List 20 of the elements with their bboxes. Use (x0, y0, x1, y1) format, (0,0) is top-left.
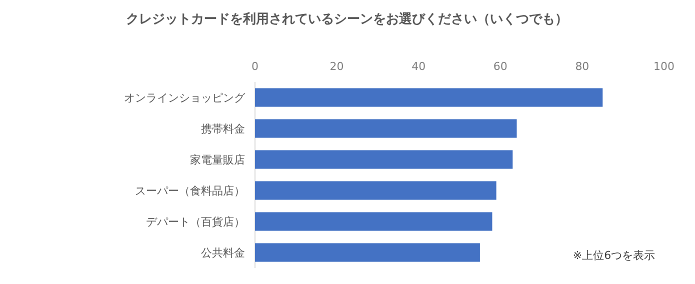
x-tick-label: 80 (575, 60, 590, 73)
y-tick-label: デパート（百貨店） (146, 216, 245, 228)
bar (255, 119, 517, 138)
bar (255, 212, 492, 231)
x-tick-label: 60 (493, 60, 508, 73)
bar (255, 88, 603, 107)
x-tick-label: 0 (252, 60, 258, 73)
bar (255, 243, 480, 262)
annotation: ※上位6つを表示 (572, 249, 656, 262)
bar (255, 181, 496, 200)
y-tick-label: オンラインショッピング (124, 92, 246, 104)
y-tick-label: スーパー（食料品店） (135, 184, 245, 198)
chart-title: クレジットカードを利用されているシーンをお選びください（いくつでも） (126, 11, 568, 27)
x-tick-label: 40 (412, 60, 426, 73)
x-tick-label: 20 (330, 60, 344, 73)
y-tick-label: 携帯料金 (201, 122, 245, 136)
bar (255, 150, 513, 169)
x-tick-label: 100 (654, 60, 674, 73)
y-tick-label: 家電量販店 (190, 154, 245, 166)
y-tick-label: 公共料金 (201, 246, 245, 260)
